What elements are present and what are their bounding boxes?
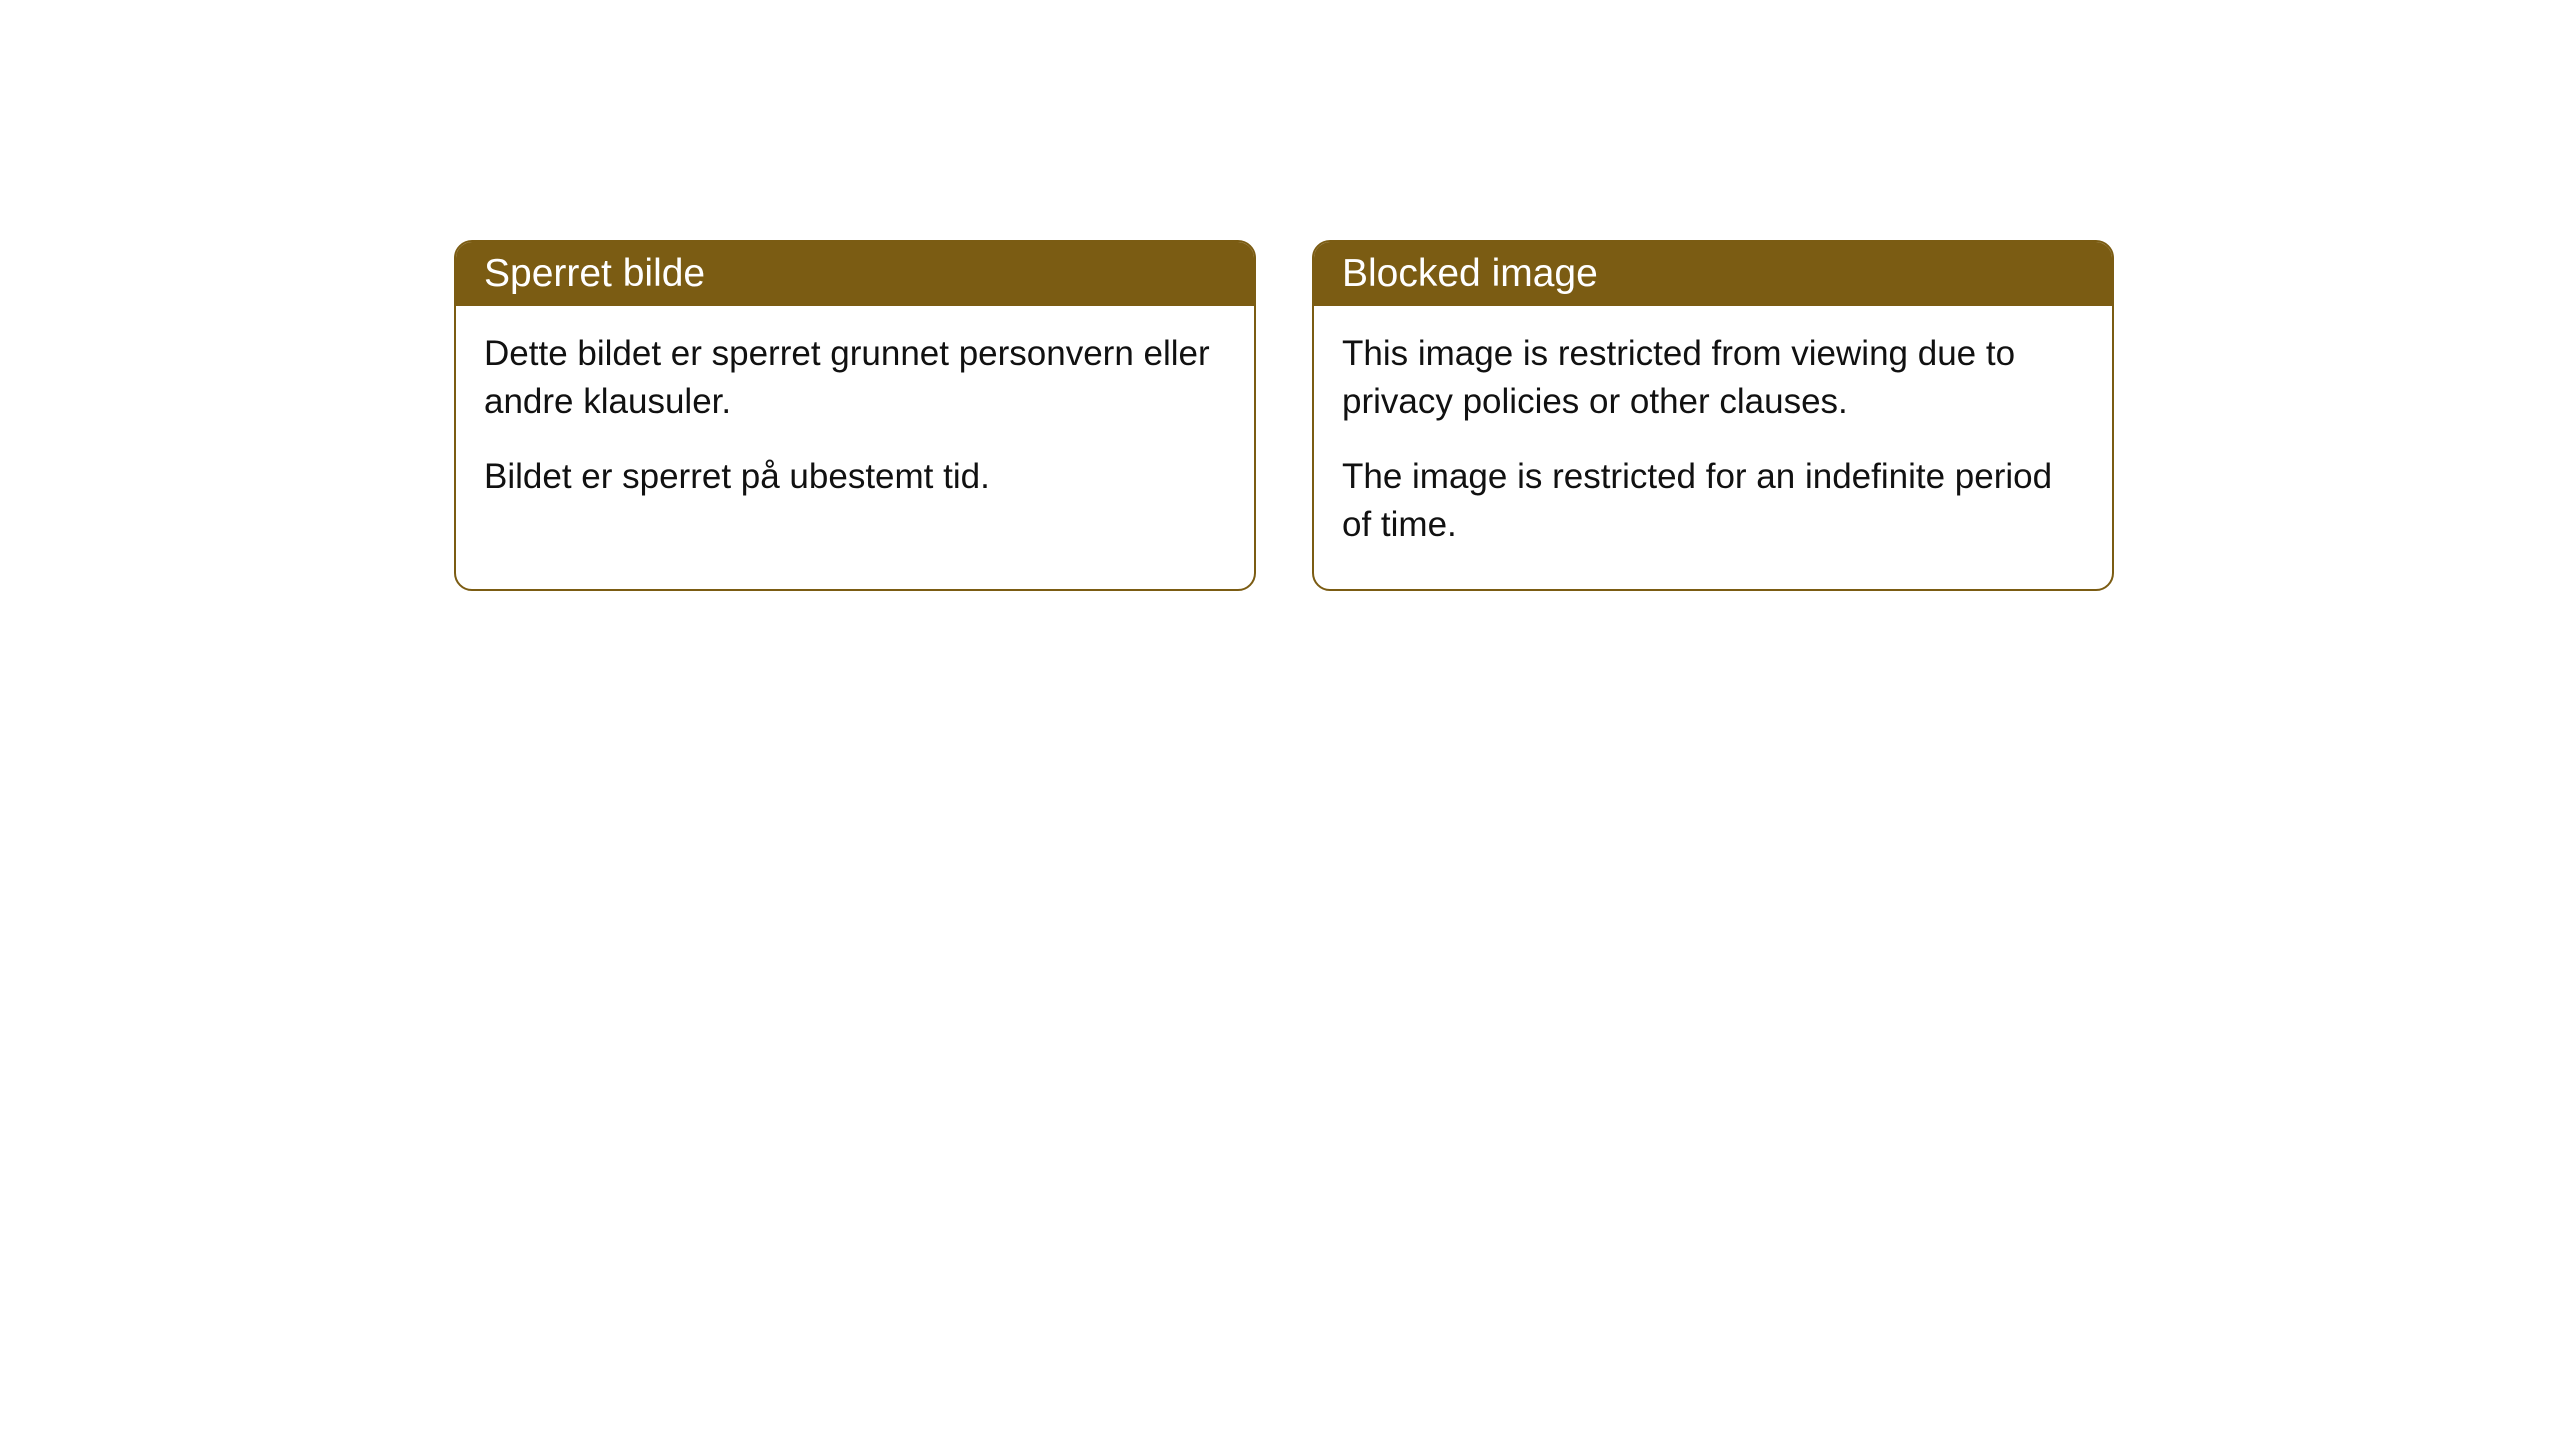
notice-cards-container: Sperret bilde Dette bildet er sperret gr… (454, 240, 2560, 591)
notice-card-english: Blocked image This image is restricted f… (1312, 240, 2114, 591)
card-header: Sperret bilde (456, 242, 1254, 306)
card-paragraph: This image is restricted from viewing du… (1342, 330, 2084, 427)
card-paragraph: Bildet er sperret på ubestemt tid. (484, 453, 1226, 501)
card-paragraph: The image is restricted for an indefinit… (1342, 453, 2084, 550)
card-body: Dette bildet er sperret grunnet personve… (456, 306, 1254, 541)
card-body: This image is restricted from viewing du… (1314, 306, 2112, 589)
card-header: Blocked image (1314, 242, 2112, 306)
card-paragraph: Dette bildet er sperret grunnet personve… (484, 330, 1226, 427)
card-title: Sperret bilde (484, 252, 705, 295)
notice-card-norwegian: Sperret bilde Dette bildet er sperret gr… (454, 240, 1256, 591)
card-title: Blocked image (1342, 252, 1598, 295)
